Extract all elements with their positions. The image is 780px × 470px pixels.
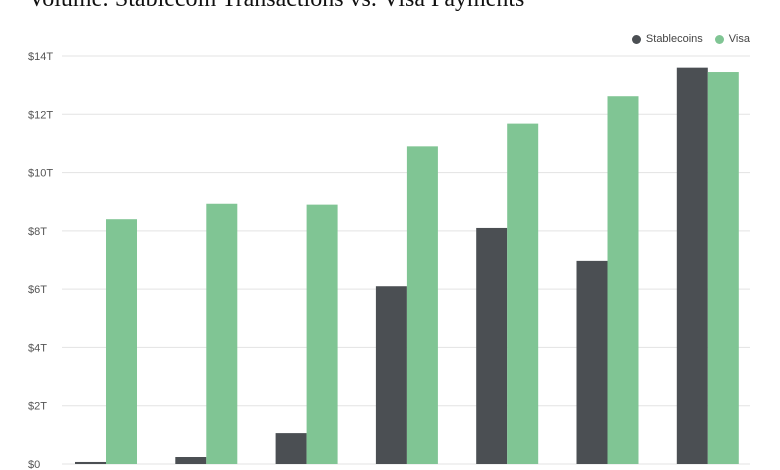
bar-visa xyxy=(206,203,238,465)
bar-stablecoins xyxy=(576,260,608,464)
bar-stablecoins xyxy=(175,457,207,464)
bar-visa xyxy=(607,96,639,465)
legend-item-visa[interactable]: Visa xyxy=(714,33,750,45)
bar-stablecoins xyxy=(75,461,106,464)
bar-stablecoins xyxy=(476,227,508,464)
y-tick-label: $14T xyxy=(28,51,53,63)
bar-stablecoins xyxy=(375,286,407,464)
y-tick-label: $6T xyxy=(28,284,47,296)
bar-visa xyxy=(507,123,539,465)
legend: Stablecoins Visa xyxy=(631,33,750,45)
y-tick-label: $2T xyxy=(28,401,47,413)
bar-visa xyxy=(406,146,438,465)
legend-marker-visa xyxy=(714,34,724,44)
legend-label-stablecoins: Stablecoins xyxy=(645,33,703,45)
bar-visa xyxy=(106,219,137,464)
y-tick-label: $8T xyxy=(28,226,47,238)
y-tick-label: $0 xyxy=(28,459,40,470)
legend-marker-stablecoins xyxy=(631,34,641,44)
y-tick-label: $10T xyxy=(28,168,53,180)
bar-visa xyxy=(707,72,739,465)
legend-label-visa: Visa xyxy=(728,33,750,45)
y-tick-label: $12T xyxy=(28,109,53,121)
bar-stablecoins xyxy=(275,433,307,464)
y-tick-label: $4T xyxy=(28,342,47,354)
legend-item-stablecoins[interactable]: Stablecoins xyxy=(631,33,703,45)
bar-stablecoins xyxy=(676,67,708,465)
chart-title: Volume: Stablecoin Transactions vs. Visa… xyxy=(28,0,524,13)
bar-visa xyxy=(306,204,338,464)
